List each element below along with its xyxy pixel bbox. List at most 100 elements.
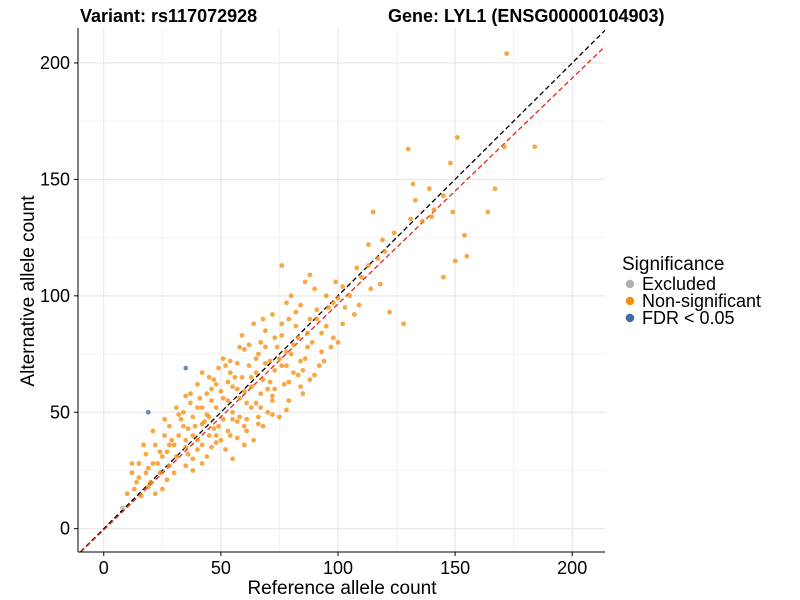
point-non-significant — [246, 342, 252, 348]
point-non-significant — [197, 395, 203, 401]
point-non-significant — [166, 423, 172, 429]
point-non-significant — [148, 479, 154, 485]
point-non-significant — [340, 321, 346, 327]
point-non-significant — [223, 447, 228, 452]
point-non-significant — [319, 349, 324, 355]
point-non-significant — [216, 423, 221, 429]
point-non-significant — [195, 447, 200, 452]
point-non-significant — [279, 333, 285, 338]
fit-line — [80, 45, 606, 553]
point-non-significant — [281, 381, 287, 387]
point-non-significant — [181, 409, 186, 415]
point-non-significant — [366, 263, 371, 268]
chart-title-right: Gene: LYL1 (ENSG00000104903) — [388, 6, 665, 26]
point-non-significant — [356, 302, 362, 308]
point-non-significant — [155, 461, 161, 466]
point-non-significant — [164, 477, 170, 483]
point-non-significant — [150, 461, 156, 466]
point-non-significant — [241, 423, 247, 429]
point-non-significant — [251, 437, 257, 443]
point-non-significant — [225, 428, 231, 434]
point-non-significant — [253, 370, 259, 376]
point-excluded — [120, 505, 125, 511]
point-non-significant — [251, 321, 257, 327]
legend-label-fdr: FDR < 0.05 — [642, 308, 735, 328]
point-non-significant — [190, 433, 196, 438]
point-non-significant — [272, 335, 278, 341]
point-non-significant — [136, 461, 142, 466]
point-non-significant — [185, 426, 191, 431]
point-non-significant — [405, 146, 411, 152]
point-non-significant — [302, 279, 308, 285]
point-non-significant — [284, 300, 289, 306]
point-non-significant — [284, 407, 289, 413]
point-non-significant — [286, 398, 292, 404]
point-non-significant — [279, 263, 285, 268]
point-non-significant — [206, 433, 212, 438]
point-non-significant — [272, 367, 278, 373]
legend-label-non-significant: Non-significant — [642, 291, 761, 311]
point-non-significant — [237, 395, 243, 401]
point-non-significant — [143, 451, 149, 457]
point-non-significant — [173, 454, 179, 459]
point-non-significant — [255, 351, 261, 357]
point-non-significant — [277, 356, 282, 362]
point-non-significant — [532, 144, 538, 150]
point-non-significant — [162, 416, 168, 422]
point-non-significant — [220, 356, 226, 362]
x-tick-label: 50 — [211, 558, 231, 578]
point-non-significant — [244, 428, 250, 434]
point-non-significant — [305, 344, 310, 350]
point-non-significant — [307, 272, 313, 278]
point-non-significant — [359, 274, 364, 280]
y-tick-label: 200 — [40, 53, 70, 73]
point-non-significant — [286, 379, 292, 385]
point-non-significant — [286, 316, 292, 322]
chart-title-left: Variant: rs117072928 — [80, 6, 257, 26]
x-tick-label: 0 — [99, 558, 109, 578]
point-non-significant — [270, 393, 275, 399]
point-non-significant — [241, 346, 247, 352]
point-non-significant — [162, 433, 168, 438]
point-non-significant — [412, 197, 418, 203]
point-non-significant — [253, 356, 259, 362]
point-non-significant — [227, 358, 233, 364]
point-non-significant — [209, 398, 214, 404]
point-non-significant — [366, 242, 371, 247]
point-non-significant — [277, 414, 282, 420]
point-non-significant — [183, 437, 189, 443]
point-non-significant — [129, 461, 135, 466]
point-non-significant — [342, 305, 348, 310]
point-non-significant — [410, 181, 416, 187]
point-non-significant — [262, 344, 268, 350]
point-non-significant — [152, 442, 158, 448]
point-non-significant — [218, 388, 224, 394]
point-non-significant — [166, 442, 172, 448]
point-non-significant — [408, 216, 413, 222]
point-non-significant — [213, 405, 219, 411]
point-non-significant — [291, 370, 296, 376]
point-non-significant — [382, 249, 388, 254]
point-non-significant — [234, 360, 240, 366]
point-non-significant — [270, 312, 275, 317]
point-non-significant — [314, 307, 320, 313]
point-non-significant — [225, 379, 231, 385]
point-non-significant — [232, 374, 238, 380]
point-non-significant — [262, 328, 268, 334]
point-non-significant — [300, 391, 306, 397]
point-non-significant — [190, 414, 196, 420]
point-non-significant — [354, 265, 360, 271]
point-non-significant — [295, 372, 301, 378]
x-tick-label: 200 — [557, 558, 587, 578]
point-fdr-0-05 — [145, 409, 151, 415]
point-non-significant — [131, 486, 137, 492]
point-non-significant — [401, 321, 406, 327]
point-non-significant — [239, 333, 245, 338]
point-non-significant — [188, 400, 193, 406]
point-non-significant — [485, 209, 491, 215]
point-non-significant — [216, 365, 221, 371]
point-non-significant — [213, 440, 219, 445]
point-non-significant — [462, 232, 467, 238]
point-non-significant — [298, 384, 303, 390]
point-non-significant — [309, 340, 315, 345]
